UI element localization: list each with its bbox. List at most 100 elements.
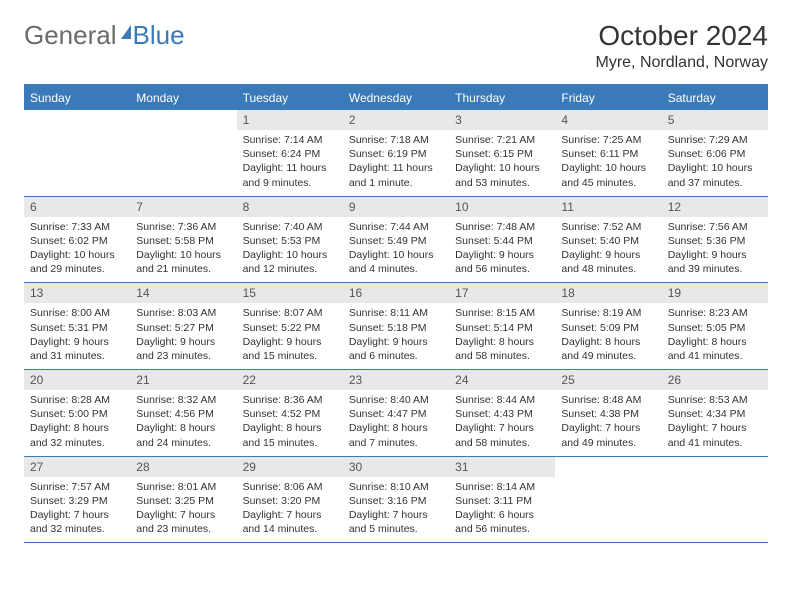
week-row: 6Sunrise: 7:33 AMSunset: 6:02 PMDaylight… (24, 197, 768, 284)
day-cell: 6Sunrise: 7:33 AMSunset: 6:02 PMDaylight… (24, 197, 130, 283)
day-info: Sunrise: 7:25 AMSunset: 6:11 PMDaylight:… (555, 133, 661, 190)
day-cell: 21 Sunrise: 8:32 AMSunset: 4:56 PMDayligh… (130, 370, 236, 456)
day-info: Sunrise: 7:57 AMSunset: 3:29 PMDaylight:… (24, 480, 130, 537)
day-number: 25 (555, 370, 661, 390)
day-info: Sunrise: 8:07 AMSunset: 5:22 PMDaylight:… (237, 306, 343, 363)
day-number: 7 (130, 197, 236, 217)
title-block: October 2024 Myre, Nordland, Norway (596, 20, 769, 72)
day-info: Sunrise: 7:40 AMSunset: 5:53 PMDaylight:… (237, 220, 343, 277)
day-info: Sunrise: 7:18 AMSunset: 6:19 PMDaylight:… (343, 133, 449, 190)
day-number: 14 (130, 283, 236, 303)
day-number: 27 (24, 457, 130, 477)
day-cell: . (24, 110, 130, 196)
day-cell: 18 Sunrise: 8:19 AMSunset: 5:09 PMDayligh… (555, 283, 661, 369)
day-number: 15 (237, 283, 343, 303)
day-cell: 3Sunrise: 7:21 AMSunset: 6:15 PMDaylight… (449, 110, 555, 196)
day-headers: Sunday Monday Tuesday Wednesday Thursday… (24, 86, 768, 110)
day-cell: 27 Sunrise: 7:57 AMSunset: 3:29 PMDayligh… (24, 457, 130, 543)
day-info: Sunrise: 8:36 AMSunset: 4:52 PMDaylight:… (237, 393, 343, 450)
day-cell: 8 Sunrise: 7:40 AMSunset: 5:53 PMDaylight… (237, 197, 343, 283)
logo-text-blue: Blue (133, 20, 185, 51)
day-info: Sunrise: 8:19 AMSunset: 5:09 PMDaylight:… (555, 306, 661, 363)
day-cell: 31 Sunrise: 8:14 AMSunset: 3:11 PMDayligh… (449, 457, 555, 543)
logo-text-general: General (24, 20, 117, 51)
day-info: Sunrise: 8:23 AMSunset: 5:05 PMDaylight:… (662, 306, 768, 363)
day-cell: 30 Sunrise: 8:10 AMSunset: 3:16 PMDayligh… (343, 457, 449, 543)
day-cell: 19 Sunrise: 8:23 AMSunset: 5:05 PMDayligh… (662, 283, 768, 369)
day-cell: 24 Sunrise: 8:44 AMSunset: 4:43 PMDayligh… (449, 370, 555, 456)
day-number: 26 (662, 370, 768, 390)
day-info: Sunrise: 8:06 AMSunset: 3:20 PMDaylight:… (237, 480, 343, 537)
day-cell: 26Sunrise: 8:53 AMSunset: 4:34 PMDayligh… (662, 370, 768, 456)
calendar: Sunday Monday Tuesday Wednesday Thursday… (24, 84, 768, 543)
dayhead-saturday: Saturday (662, 86, 768, 110)
triangle-icon (121, 25, 131, 39)
day-number: 4 (555, 110, 661, 130)
day-number: 12 (662, 197, 768, 217)
dayhead-sunday: Sunday (24, 86, 130, 110)
day-info: Sunrise: 8:44 AMSunset: 4:43 PMDaylight:… (449, 393, 555, 450)
logo: General Blue (24, 20, 185, 51)
day-info: Sunrise: 7:36 AMSunset: 5:58 PMDaylight:… (130, 220, 236, 277)
week-row: 27 Sunrise: 7:57 AMSunset: 3:29 PMDayligh… (24, 457, 768, 544)
day-cell: 9Sunrise: 7:44 AMSunset: 5:49 PMDaylight… (343, 197, 449, 283)
day-number: 3 (449, 110, 555, 130)
day-number: 29 (237, 457, 343, 477)
day-number: 31 (449, 457, 555, 477)
dayhead-tuesday: Tuesday (237, 86, 343, 110)
day-cell: 2Sunrise: 7:18 AMSunset: 6:19 PMDaylight… (343, 110, 449, 196)
dayhead-wednesday: Wednesday (343, 86, 449, 110)
day-info: Sunrise: 7:44 AMSunset: 5:49 PMDaylight:… (343, 220, 449, 277)
dayhead-monday: Monday (130, 86, 236, 110)
day-cell: . (662, 457, 768, 543)
dayhead-thursday: Thursday (449, 86, 555, 110)
day-number: 16 (343, 283, 449, 303)
day-number: 30 (343, 457, 449, 477)
day-info: Sunrise: 8:14 AMSunset: 3:11 PMDaylight:… (449, 480, 555, 537)
day-cell: 22 Sunrise: 8:36 AMSunset: 4:52 PMDayligh… (237, 370, 343, 456)
day-cell: 12 Sunrise: 7:56 AMSunset: 5:36 PMDayligh… (662, 197, 768, 283)
day-number: 23 (343, 370, 449, 390)
day-info: Sunrise: 8:01 AMSunset: 3:25 PMDaylight:… (130, 480, 236, 537)
day-info: Sunrise: 8:28 AMSunset: 5:00 PMDaylight:… (24, 393, 130, 450)
day-cell: 7 Sunrise: 7:36 AMSunset: 5:58 PMDaylight… (130, 197, 236, 283)
day-info: Sunrise: 8:15 AMSunset: 5:14 PMDaylight:… (449, 306, 555, 363)
day-cell: 17Sunrise: 8:15 AMSunset: 5:14 PMDayligh… (449, 283, 555, 369)
week-row: 20 Sunrise: 8:28 AMSunset: 5:00 PMDayligh… (24, 370, 768, 457)
day-number: 8 (237, 197, 343, 217)
day-cell: 10 Sunrise: 7:48 AMSunset: 5:44 PMDayligh… (449, 197, 555, 283)
day-cell: 23Sunrise: 8:40 AMSunset: 4:47 PMDayligh… (343, 370, 449, 456)
day-cell: 4 Sunrise: 7:25 AMSunset: 6:11 PMDaylight… (555, 110, 661, 196)
day-cell: 20 Sunrise: 8:28 AMSunset: 5:00 PMDayligh… (24, 370, 130, 456)
day-info: Sunrise: 8:11 AMSunset: 5:18 PMDaylight:… (343, 306, 449, 363)
day-cell: 1Sunrise: 7:14 AMSunset: 6:24 PMDaylight… (237, 110, 343, 196)
day-cell: 5Sunrise: 7:29 AMSunset: 6:06 PMDaylight… (662, 110, 768, 196)
day-info: Sunrise: 8:00 AMSunset: 5:31 PMDaylight:… (24, 306, 130, 363)
day-cell: 14Sunrise: 8:03 AMSunset: 5:27 PMDayligh… (130, 283, 236, 369)
day-info: Sunrise: 8:10 AMSunset: 3:16 PMDaylight:… (343, 480, 449, 537)
day-number: 5 (662, 110, 768, 130)
day-number: 19 (662, 283, 768, 303)
day-info: Sunrise: 7:56 AMSunset: 5:36 PMDaylight:… (662, 220, 768, 277)
day-number: 10 (449, 197, 555, 217)
day-cell: . (130, 110, 236, 196)
day-info: Sunrise: 7:52 AMSunset: 5:40 PMDaylight:… (555, 220, 661, 277)
day-number: 21 (130, 370, 236, 390)
day-info: Sunrise: 7:48 AMSunset: 5:44 PMDaylight:… (449, 220, 555, 277)
day-info: Sunrise: 8:32 AMSunset: 4:56 PMDaylight:… (130, 393, 236, 450)
day-cell: 13 Sunrise: 8:00 AMSunset: 5:31 PMDayligh… (24, 283, 130, 369)
day-info: Sunrise: 8:48 AMSunset: 4:38 PMDaylight:… (555, 393, 661, 450)
day-number: 18 (555, 283, 661, 303)
day-number: 20 (24, 370, 130, 390)
day-cell: . (555, 457, 661, 543)
day-number: 13 (24, 283, 130, 303)
day-cell: 29 Sunrise: 8:06 AMSunset: 3:20 PMDayligh… (237, 457, 343, 543)
day-number: 22 (237, 370, 343, 390)
day-cell: 25 Sunrise: 8:48 AMSunset: 4:38 PMDayligh… (555, 370, 661, 456)
day-number: 11 (555, 197, 661, 217)
weeks-container: ..1Sunrise: 7:14 AMSunset: 6:24 PMDaylig… (24, 110, 768, 543)
location: Myre, Nordland, Norway (596, 54, 769, 72)
day-cell: 15 Sunrise: 8:07 AMSunset: 5:22 PMDayligh… (237, 283, 343, 369)
day-number: 6 (24, 197, 130, 217)
day-number: 24 (449, 370, 555, 390)
